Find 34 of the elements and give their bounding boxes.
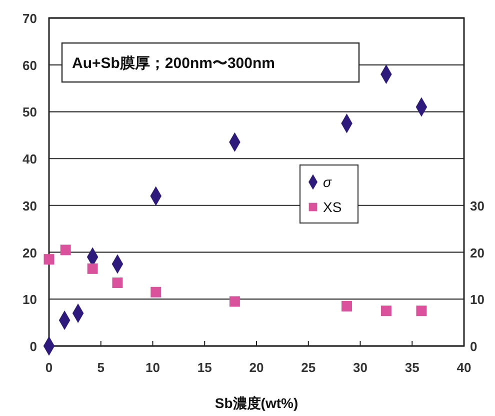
annotation: Au+Sb膜厚；200nm〜300nm: [72, 55, 275, 72]
legend-label: XS: [323, 199, 342, 215]
x-tick-label: 5: [97, 360, 104, 375]
point: [60, 244, 71, 256]
y-tick-label: 10: [22, 292, 37, 308]
x-tick-label: 0: [45, 360, 53, 375]
y-tick-label: 40: [22, 152, 37, 167]
y2-tick-label: 30: [470, 198, 484, 214]
x-tick-label: 20: [249, 360, 264, 375]
point: [416, 306, 427, 316]
y2-tick-label: 10: [470, 292, 484, 308]
x-axis-title: Sb濃度(wt%): [214, 395, 298, 411]
x-tick-label: 35: [404, 360, 420, 375]
y2-tick-label: 0: [470, 339, 478, 354]
point: [87, 263, 98, 274]
y-tick-label: 50: [22, 104, 37, 120]
legend-label: σ: [323, 174, 332, 190]
point: [342, 300, 352, 312]
point: [112, 278, 123, 288]
point: [44, 254, 54, 265]
point: [380, 306, 392, 316]
y-tick-label: 20: [22, 245, 37, 260]
point: [150, 286, 162, 298]
x-tick-label: 25: [301, 360, 316, 375]
x-tick-label: 30: [353, 360, 368, 375]
x-tick-label: 15: [197, 360, 212, 375]
y2-tick-label: 20: [470, 245, 484, 260]
x-tick-label: 10: [146, 360, 160, 375]
y-tick-label: 0: [30, 339, 37, 354]
y-tick-label: 60: [22, 58, 37, 73]
point: [229, 296, 240, 307]
y-tick-label: 70: [22, 11, 37, 26]
y-tick-label: 30: [22, 198, 37, 214]
x-tick-label: 40: [456, 360, 472, 375]
